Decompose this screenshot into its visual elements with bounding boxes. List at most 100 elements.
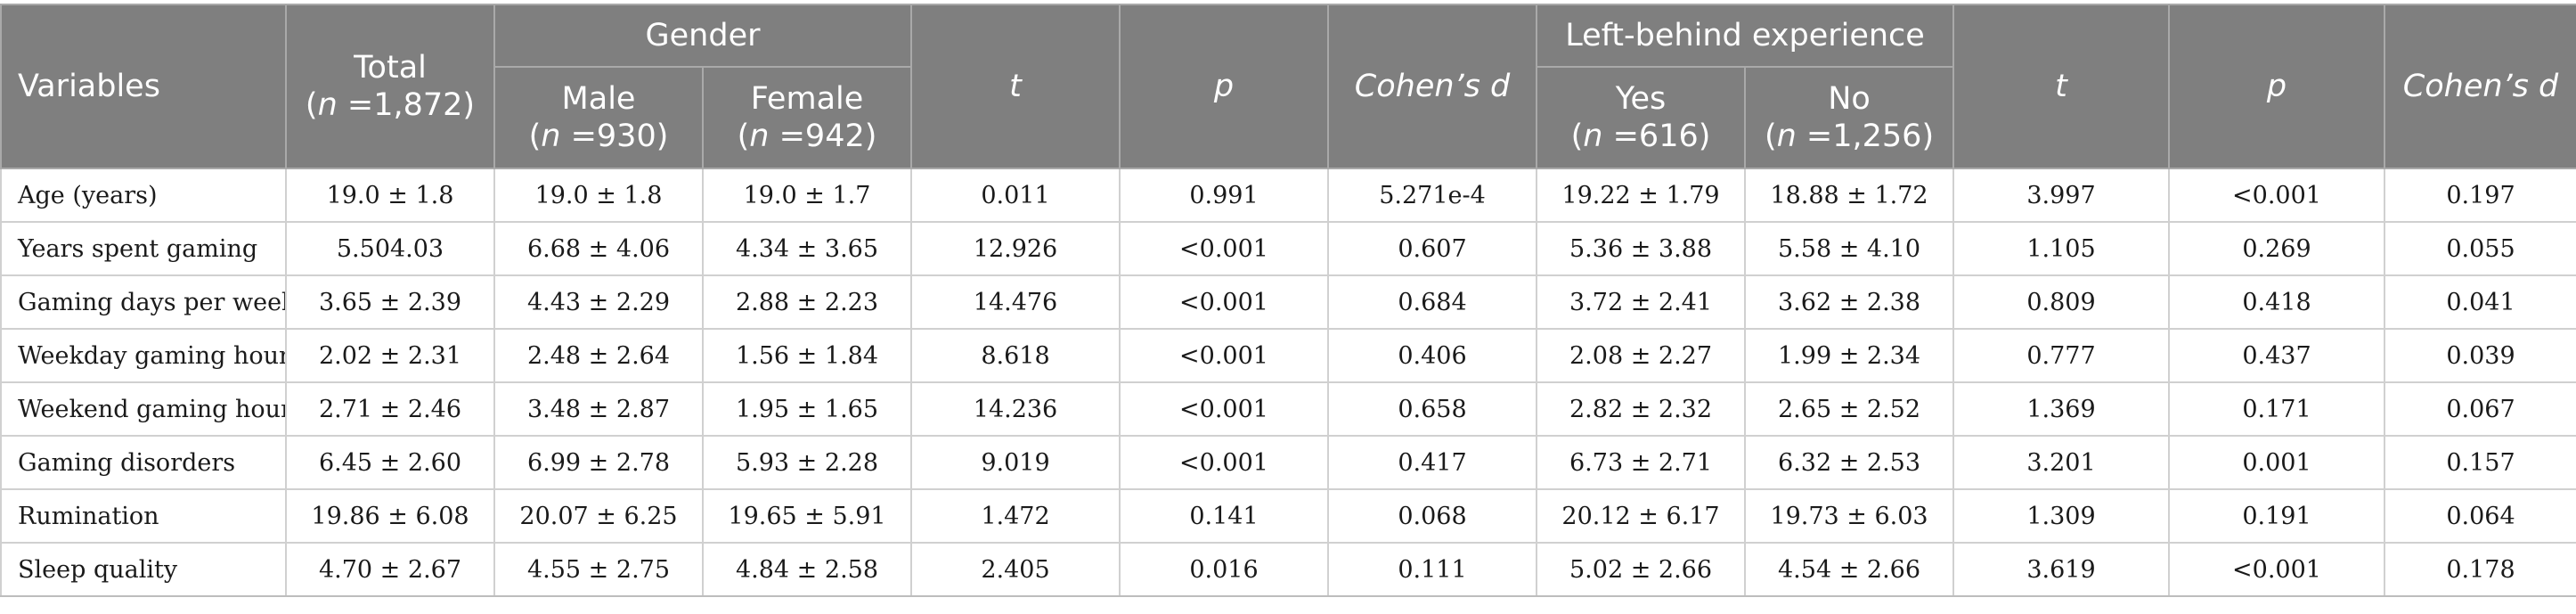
cell-total: 4.70 ± 2.67 [285,542,495,597]
header-yes: Yes (n =616) [1536,66,1747,169]
header-male: Male (n =930) [493,66,704,169]
cell-variable: Age (years) [0,168,287,223]
cell-left-behind-t: 3.997 [1952,168,2171,223]
cell-left-behind-t: 0.809 [1952,274,2171,330]
cell-variable: Years spent gaming [0,221,287,276]
cell-variable: Gaming disorders [0,435,287,490]
table-row: Weekday gaming hours 2.02 ± 2.31 2.48 ± … [0,328,2576,383]
table-body: Age (years) 19.0 ± 1.8 19.0 ± 1.8 19.0 ±… [0,168,2576,597]
cell-left-behind-p: 0.437 [2168,328,2386,383]
statistics-table: Variables Total (n =1,872) Gender t p Co… [0,4,2576,597]
cell-no: 4.54 ± 2.66 [1744,542,1955,597]
cell-female: 19.65 ± 5.91 [701,488,913,544]
cell-female: 1.95 ± 1.65 [701,381,913,437]
header-total-n-value: =1,872 [337,87,463,123]
cell-left-behind-cohens-d: 0.041 [2384,274,2576,330]
cell-total: 6.45 ± 2.60 [285,435,495,490]
cell-left-behind-cohens-d: 0.067 [2384,381,2576,437]
header-no-n-value: =1,256 [1796,119,1922,154]
cell-gender-cohens-d: 0.111 [1327,542,1538,597]
table-row: Weekend gaming hours 2.71 ± 2.46 3.48 ± … [0,381,2576,437]
cell-left-behind-cohens-d: 0.064 [2384,488,2576,544]
header-male-label: Male [561,81,636,117]
table-row: Rumination 19.86 ± 6.08 20.07 ± 6.25 19.… [0,488,2576,544]
cell-left-behind-t: 3.201 [1952,435,2171,490]
cell-left-behind-p: 0.269 [2168,221,2386,276]
cell-yes: 20.12 ± 6.17 [1536,488,1747,544]
cell-left-behind-t: 1.309 [1952,488,2171,544]
header-yes-n: n [1583,119,1603,154]
cell-total: 19.0 ± 1.8 [285,168,495,223]
cell-yes: 5.02 ± 2.66 [1536,542,1747,597]
cell-gender-p: <0.001 [1119,274,1330,330]
cell-gender-cohens-d: 0.684 [1327,274,1538,330]
cell-left-behind-p: 0.418 [2168,274,2386,330]
cell-gender-p: <0.001 [1119,435,1330,490]
cell-gender-cohens-d: 0.406 [1327,328,1538,383]
cell-gender-t: 12.926 [910,221,1121,276]
cell-yes: 6.73 ± 2.71 [1536,435,1747,490]
cell-gender-t: 1.472 [910,488,1121,544]
header-gender-cohens-d: Cohen’s d [1327,4,1538,169]
table-row: Age (years) 19.0 ± 1.8 19.0 ± 1.8 19.0 ±… [0,168,2576,223]
header-left-behind-p: p [2168,4,2386,169]
header-yes-label: Yes [1615,81,1667,117]
cell-yes: 3.72 ± 2.41 [1536,274,1747,330]
cell-female: 4.84 ± 2.58 [701,542,913,597]
cell-no: 19.73 ± 6.03 [1744,488,1955,544]
cell-left-behind-t: 1.105 [1952,221,2171,276]
table-row: Sleep quality 4.70 ± 2.67 4.55 ± 2.75 4.… [0,542,2576,597]
cell-left-behind-p: 0.001 [2168,435,2386,490]
cell-left-behind-p: <0.001 [2168,542,2386,597]
cell-female: 5.93 ± 2.28 [701,435,913,490]
cell-male: 3.48 ± 2.87 [493,381,704,437]
cell-gender-t: 2.405 [910,542,1121,597]
cell-no: 5.58 ± 4.10 [1744,221,1955,276]
cell-yes: 2.82 ± 2.32 [1536,381,1747,437]
cell-variable: Rumination [0,488,287,544]
cell-left-behind-cohens-d: 0.197 [2384,168,2576,223]
table-row: Gaming disorders 6.45 ± 2.60 6.99 ± 2.78… [0,435,2576,490]
header-no: No (n =1,256) [1744,66,1955,169]
cell-left-behind-cohens-d: 0.039 [2384,328,2576,383]
cell-male: 6.99 ± 2.78 [493,435,704,490]
cell-gender-cohens-d: 0.068 [1327,488,1538,544]
cell-male: 19.0 ± 1.8 [493,168,704,223]
cell-left-behind-t: 1.369 [1952,381,2171,437]
header-total-n: n [317,87,338,123]
cell-female: 19.0 ± 1.7 [701,168,913,223]
header-female-n-value: =942 [769,119,865,154]
cell-left-behind-t: 0.777 [1952,328,2171,383]
cell-no: 2.65 ± 2.52 [1744,381,1955,437]
cell-gender-t: 14.476 [910,274,1121,330]
cell-gender-t: 0.011 [910,168,1121,223]
header-gender: Gender [493,4,913,68]
cell-no: 6.32 ± 2.53 [1744,435,1955,490]
cell-yes: 2.08 ± 2.27 [1536,328,1747,383]
cell-gender-t: 8.618 [910,328,1121,383]
header-variables: Variables [0,4,287,169]
cell-variable: Sleep quality [0,542,287,597]
cell-variable: Weekday gaming hours [0,328,287,383]
header-female-n: n [749,119,770,154]
header-left-behind-t: t [1952,4,2171,169]
cell-female: 4.34 ± 3.65 [701,221,913,276]
header-left-behind: Left-behind experience [1536,4,1955,68]
header-no-label: No [1828,81,1871,117]
cell-male: 20.07 ± 6.25 [493,488,704,544]
cell-male: 6.68 ± 4.06 [493,221,704,276]
cell-left-behind-cohens-d: 0.157 [2384,435,2576,490]
header-total-label: Total [354,50,427,86]
cell-left-behind-p: 0.191 [2168,488,2386,544]
cell-gender-p: 0.016 [1119,542,1330,597]
cell-male: 2.48 ± 2.64 [493,328,704,383]
cell-total: 5.504.03 [285,221,495,276]
cell-gender-t: 14.236 [910,381,1121,437]
cell-female: 2.88 ± 2.23 [701,274,913,330]
cell-male: 4.43 ± 2.29 [493,274,704,330]
header-left-behind-cohens-d: Cohen’s d [2384,4,2576,169]
cell-total: 3.65 ± 2.39 [285,274,495,330]
cell-no: 18.88 ± 1.72 [1744,168,1955,223]
table-header: Variables Total (n =1,872) Gender t p Co… [0,4,2576,169]
cell-gender-cohens-d: 5.271e-4 [1327,168,1538,223]
